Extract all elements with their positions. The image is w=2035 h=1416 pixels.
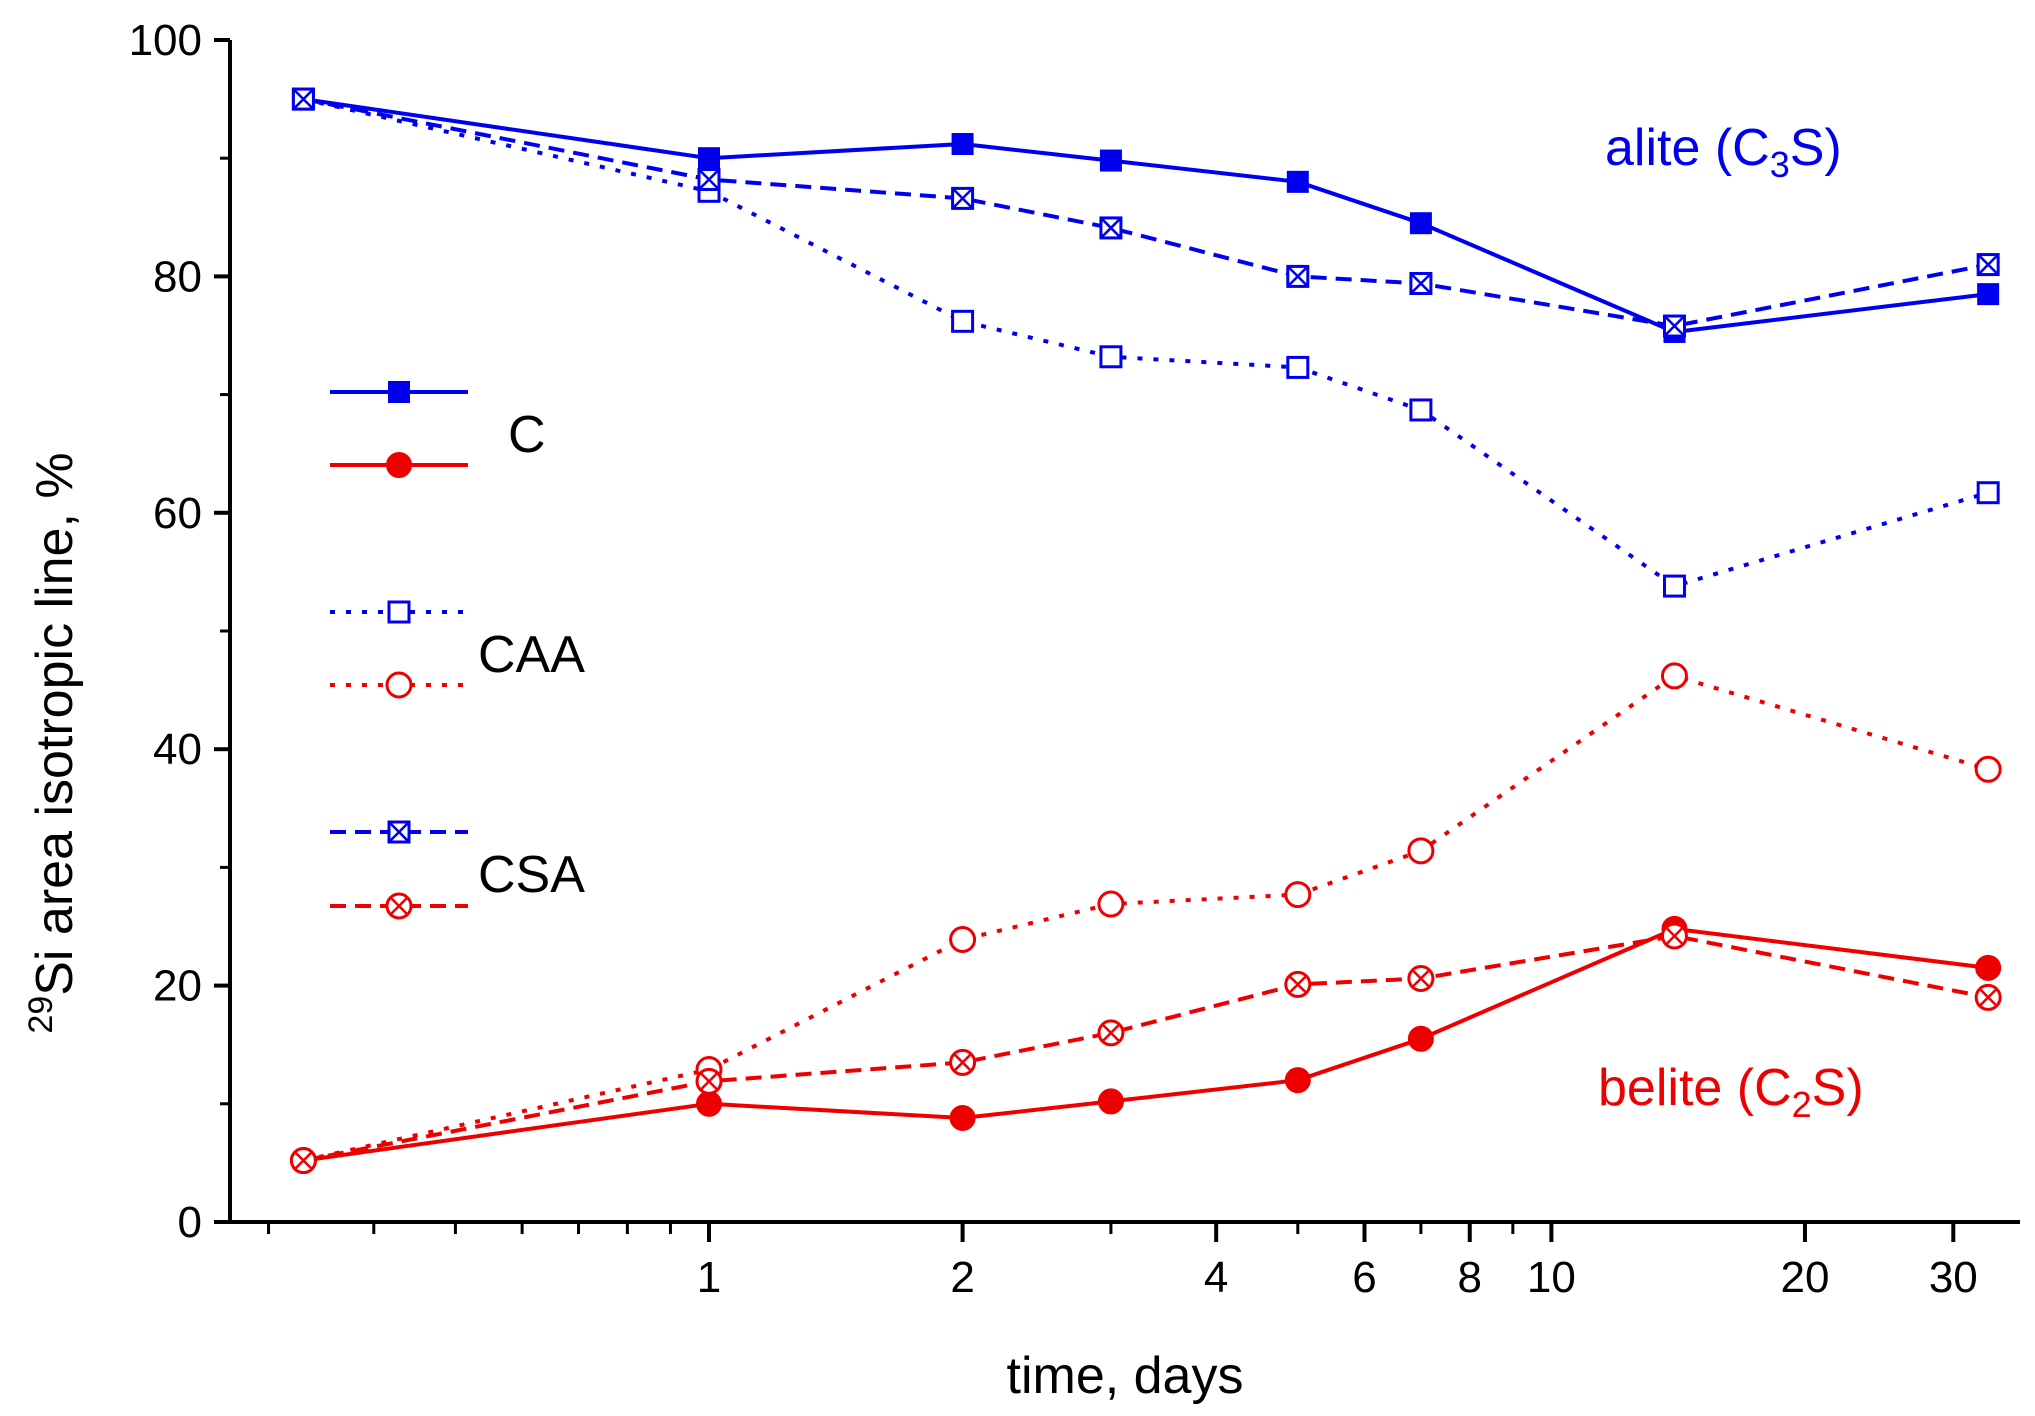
legend-marker-csa-belite [385,892,413,920]
point-csa-belite [1974,983,2002,1011]
point-csa-belite-cross [1978,988,1998,1007]
point-csa-alite-cross [698,168,720,191]
point-c-belite [1284,1067,1311,1094]
x-tick-label: 8 [1458,1253,1482,1302]
point-caa-alite [951,309,975,333]
legend-marker-caa-alite [387,600,411,624]
y-tick-label: 100 [129,16,202,65]
alite-annotation: alite (C3S) [1605,119,1842,185]
point-caa-belite [1660,662,1688,690]
point-caa-alite [1662,574,1686,598]
point-caa-belite [1974,755,2002,783]
point-csa-alite-cross [1100,217,1122,239]
series-line-c-alite [303,97,1989,334]
annotations: alite (C3S) belite (C2S) [1598,119,1864,1125]
x-tick-label: 20 [1780,1253,1829,1302]
point-c-alite [1977,283,2000,306]
y-tick-label: 0 [178,1198,202,1247]
y-axis-title: 29Si area isotropic line, % [22,452,84,1033]
point-c-alite [1099,149,1122,172]
series-line-csa-belite [303,934,1989,1163]
point-c-alite [951,133,974,156]
belite-annotation: belite (C2S) [1598,1059,1864,1125]
legend-marker-csa-alite [387,820,411,844]
point-c-alite [1409,212,1432,235]
point-csa-belite-cross [1288,975,1308,994]
point-csa-belite-cross [1665,926,1684,946]
legend-label-c: C [508,406,546,464]
point-csa-belite-cross [1411,969,1431,988]
point-csa-alite [1409,271,1433,295]
point-c-alite [698,147,721,170]
legend-marker-c-belite [386,452,412,478]
point-csa-belite-cross [294,1151,313,1170]
x-tick-label: 4 [1204,1253,1228,1302]
y-tick-label: 80 [153,252,202,301]
point-csa-belite-cross [699,1071,719,1091]
legend-marker-caa-belite [385,671,413,699]
legend-label-caa: CAA [478,626,585,684]
point-caa-belite [1407,837,1435,865]
y-tick-label: 40 [153,725,202,774]
x-tick-label: 2 [950,1253,974,1302]
point-c-belite [949,1104,976,1131]
legend-label-csa: CSA [478,846,585,904]
x-tick-label: 10 [1527,1253,1576,1302]
point-caa-belite [1284,881,1312,909]
point-caa-alite [1409,398,1433,422]
point-c-alite [1286,170,1309,193]
axes-group: 0 20 40 60 80 100 1 2 4 6 8 10 20 30 [129,16,2020,1302]
point-caa-alite [1099,345,1123,369]
point-csa-alite-cross [951,187,974,210]
series-line-csa-alite [303,97,1989,328]
point-c-belite [696,1090,723,1117]
point-csa-alite [1976,253,2000,277]
point-csa-belite [949,1048,977,1076]
series-line-caa-alite [302,97,1989,589]
point-csa-alite [1662,314,1686,338]
legend-marker-csa-belite-cross [389,896,409,916]
point-csa-alite-cross [1977,253,2000,276]
x-tick-label: 6 [1352,1253,1376,1302]
series-line-c-belite [303,926,1989,1163]
point-c-belite [1097,1088,1124,1115]
series-group [289,87,2002,1175]
point-csa-alite-cross [292,88,315,110]
point-csa-alite [1286,264,1310,288]
point-c-belite [1975,954,2002,981]
point-csa-belite [1660,922,1688,950]
point-c-belite [1407,1025,1434,1052]
legend-marker-csa-alite-cross [388,821,410,843]
point-csa-belite [1097,1019,1125,1047]
x-tick-label: 1 [697,1253,721,1302]
legend-marker-c-alite [388,381,410,403]
point-csa-belite [695,1067,723,1095]
point-csa-alite [697,167,721,191]
y-tick-label: 60 [153,489,202,538]
series-line-caa-belite [302,673,1989,1163]
point-caa-belite [949,926,977,954]
point-csa-belite [1284,970,1312,998]
point-caa-alite [1976,481,2000,505]
point-csa-alite [291,87,315,111]
point-csa-belite-cross [1101,1023,1121,1043]
point-csa-alite [951,186,975,210]
point-csa-alite-cross [1410,272,1432,295]
point-csa-alite-cross [1663,315,1686,337]
point-csa-alite [1099,216,1123,240]
point-csa-belite [1407,965,1435,993]
legend: C CAA CSA [330,381,585,920]
x-axis-title: time, days [1007,1347,1244,1405]
point-csa-alite-cross [1286,265,1309,288]
point-caa-alite [1286,355,1310,379]
y-tick-label: 20 [153,962,202,1011]
point-caa-belite [1097,890,1125,918]
point-csa-belite [289,1147,317,1175]
point-csa-belite-cross [953,1053,972,1072]
x-tick-label: 30 [1929,1253,1978,1302]
